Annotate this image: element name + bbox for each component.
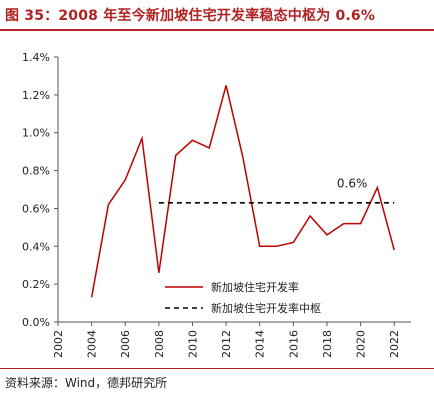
x-tick-label: 2022 — [388, 330, 401, 358]
y-tick-label: 1.0% — [22, 127, 50, 140]
legend-label-0: 新加坡住宅开发率 — [211, 280, 299, 294]
x-tick-label: 2002 — [52, 330, 65, 358]
x-tick-label: 2018 — [321, 330, 334, 358]
y-tick-label: 0.8% — [22, 165, 50, 178]
source-divider — [0, 368, 434, 369]
chart-title: 图 35：2008 年至今新加坡住宅开发率稳态中枢为 0.6% — [5, 8, 376, 24]
annotation-label: 0.6% — [337, 177, 368, 191]
x-tick-label: 2006 — [119, 330, 132, 358]
series — [90, 85, 395, 298]
x-tick-label: 2014 — [254, 330, 267, 358]
series-line-0 — [90, 85, 395, 298]
y-tick-label: 1.2% — [22, 89, 50, 102]
y-tick-label: 1.4% — [22, 51, 50, 64]
x-tick-labels: 2002 2004 2006 2008 2010 2012 2014 2016 2018 2020… — [52, 330, 401, 358]
y-tick-label: 0.2% — [22, 278, 50, 291]
y-tick-label: 0.6% — [22, 202, 50, 215]
axes — [54, 56, 411, 326]
y-tick-label: 0.4% — [22, 240, 50, 253]
x-tick-label: 2008 — [153, 330, 166, 358]
source-note: 资料来源：Wind，德邦研究所 — [5, 376, 168, 390]
y-tick-label: 0.0% — [22, 316, 50, 329]
title-divider — [0, 29, 434, 31]
x-tick-label: 2010 — [186, 330, 199, 358]
legend-label-1: 新加坡住宅开发率中枢 — [211, 301, 321, 315]
annotations: 0.6% — [337, 177, 368, 191]
x-tick-label: 2012 — [220, 330, 233, 358]
x-tick-label: 2020 — [355, 330, 368, 358]
y-tick-labels: 0.0% 0.2% 0.4% 0.6% 0.8% 1.0% 1.2% 1.4% — [22, 51, 50, 329]
x-tick-label: 2016 — [287, 330, 300, 358]
x-tick-label: 2004 — [86, 330, 99, 358]
